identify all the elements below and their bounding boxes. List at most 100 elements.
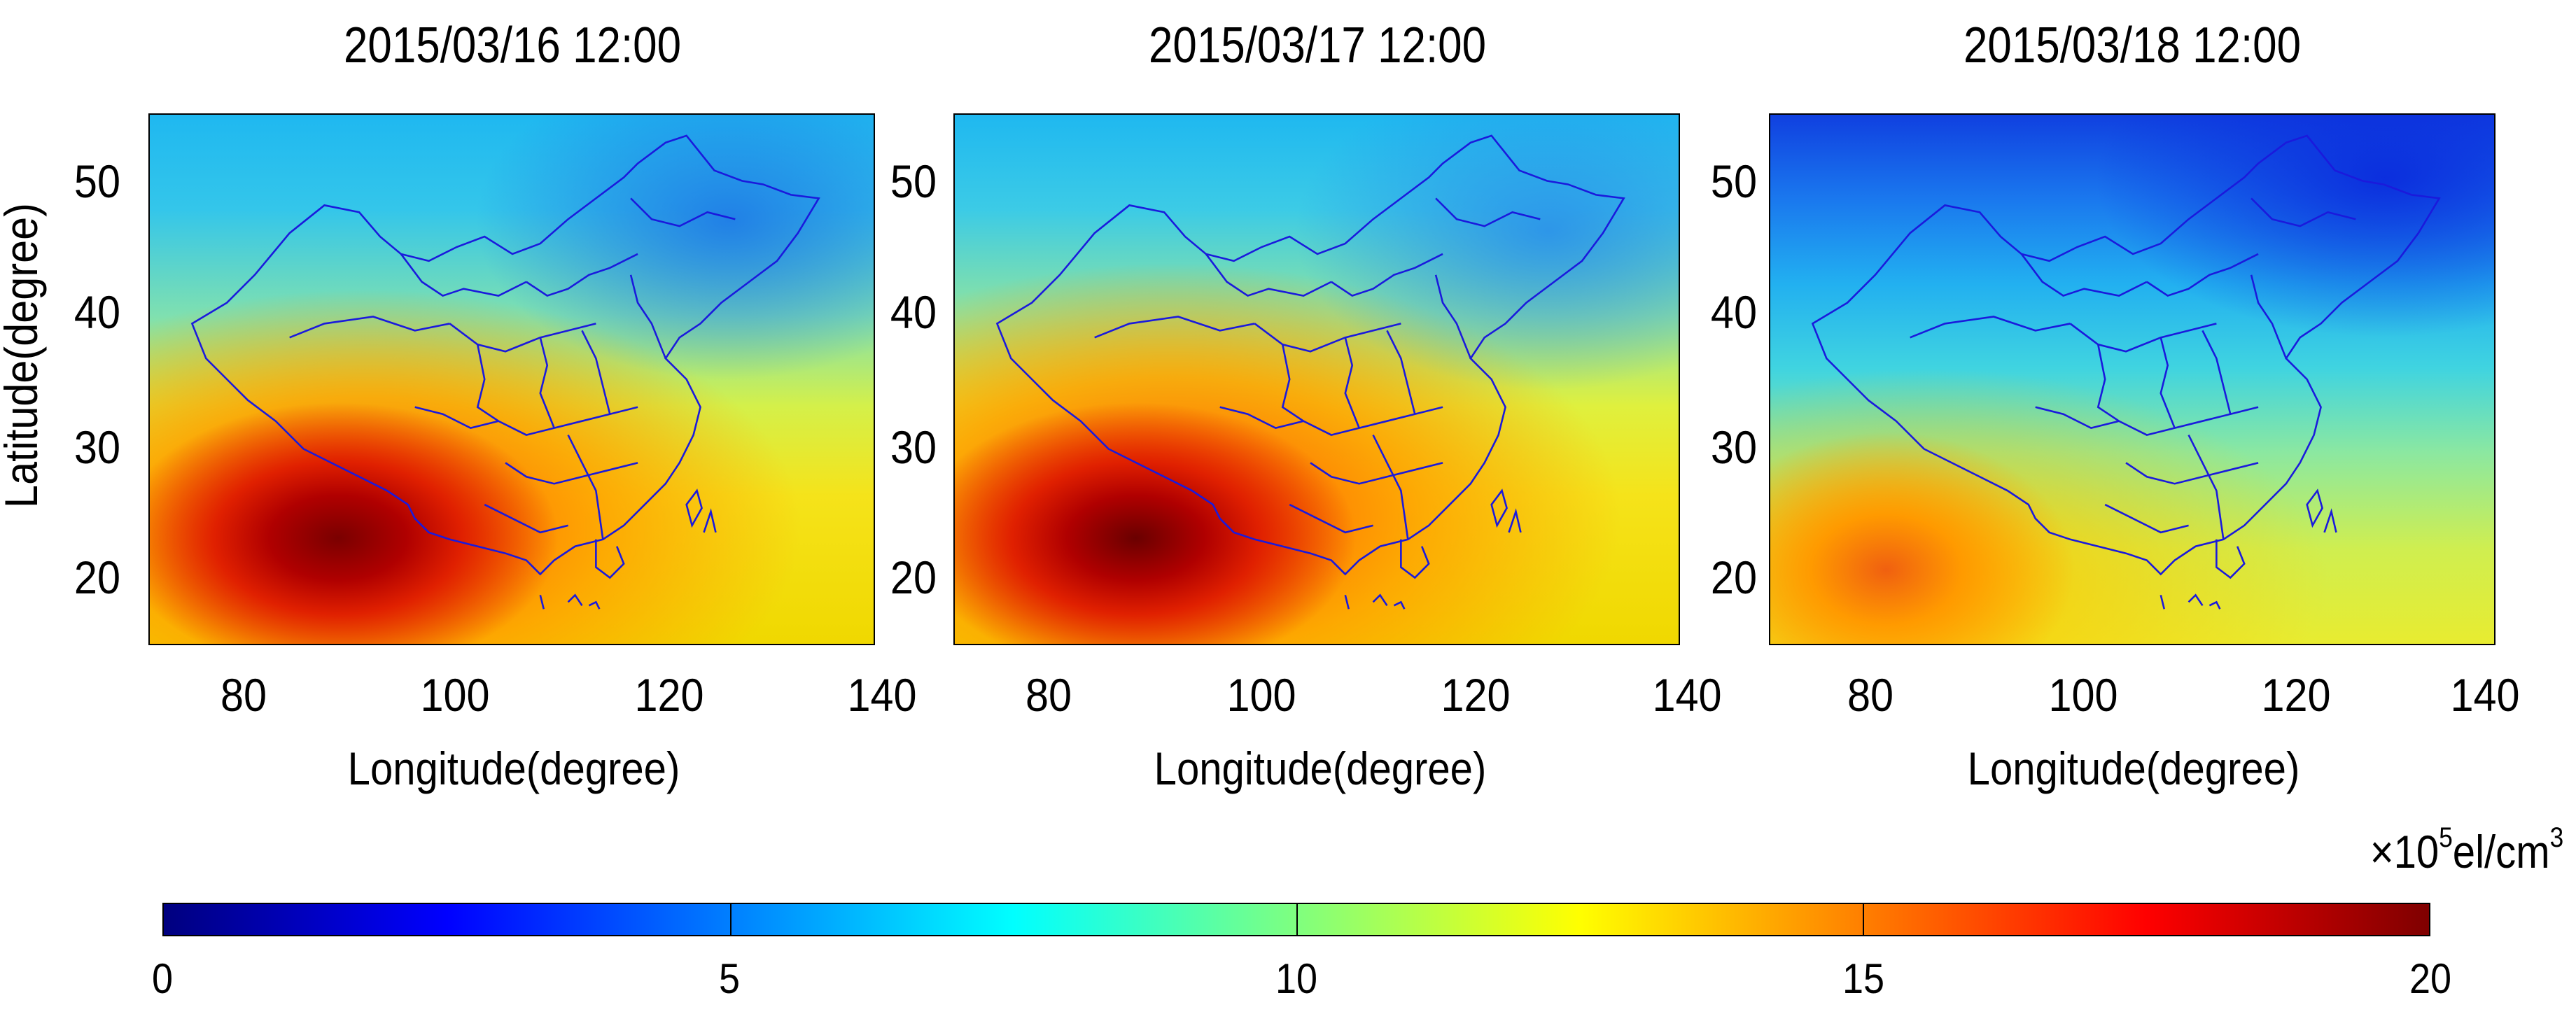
boundary-line — [1310, 462, 1443, 485]
x-tick-100: 100 — [420, 669, 490, 721]
y-tick-50: 50 — [1710, 155, 1757, 207]
tec-map-panel-1[interactable] — [148, 113, 875, 645]
boundary-line — [505, 462, 638, 485]
colorbar-tick-mark — [730, 904, 732, 935]
boundary-line — [1910, 316, 2071, 339]
boundary-line — [1811, 134, 2441, 576]
boundary-line — [2306, 488, 2323, 528]
boundary-line — [595, 539, 625, 579]
x-tick-120: 120 — [634, 669, 704, 721]
colorbar-unit-label: ×105el/cm3 — [2370, 822, 2563, 878]
boundary-line — [2323, 508, 2337, 533]
x-tick-120: 120 — [1441, 669, 1511, 721]
boundary-line — [190, 134, 820, 576]
boundary-line — [995, 134, 1625, 576]
boundary-line — [1281, 344, 1304, 422]
boundary-line — [567, 593, 583, 607]
boundary-line — [1393, 600, 1406, 610]
colorbar-label-10: 10 — [1275, 955, 1318, 1002]
y-tick-30: 30 — [1710, 421, 1757, 473]
y-tick-40: 40 — [74, 286, 120, 338]
colorbar-label-5: 5 — [718, 955, 741, 1002]
boundary-line — [449, 323, 596, 353]
boundary-line — [1508, 508, 1522, 533]
boundary-line — [1372, 435, 1409, 540]
boundary-line — [1205, 253, 1332, 297]
boundary-line — [2188, 593, 2204, 607]
y-tick-40: 40 — [890, 286, 937, 338]
panel-title-2: 2015/03/17 12:00 — [1148, 17, 1487, 73]
x-axis-label: Longitude(degree) — [1967, 742, 2300, 794]
boundary-line — [2202, 330, 2232, 415]
x-tick-140: 140 — [2450, 669, 2520, 721]
boundary-line — [2146, 253, 2259, 297]
boundary-line — [1254, 323, 1401, 353]
boundary-line — [1490, 488, 1508, 528]
boundary-line — [526, 253, 638, 297]
boundary-line — [476, 344, 499, 422]
boundary-line — [2250, 274, 2288, 359]
boundary-line — [567, 435, 604, 540]
tec-map-panel-3[interactable] — [1769, 113, 2496, 645]
boundary-line — [685, 488, 703, 528]
boundary-line — [1386, 330, 1416, 415]
boundary-line — [2216, 539, 2246, 579]
boundary-line — [2160, 337, 2176, 429]
boundary-line — [414, 406, 638, 436]
boundary-line — [289, 316, 450, 339]
boundary-line — [2096, 344, 2120, 422]
boundary-line — [2250, 197, 2356, 227]
boundary-line — [1289, 503, 1373, 534]
boundary-line — [2069, 323, 2217, 353]
boundary-line — [1344, 595, 1350, 610]
panel-title-3: 2015/03/18 12:00 — [1963, 17, 2302, 73]
boundary-line — [581, 330, 611, 415]
x-tick-100: 100 — [2048, 669, 2118, 721]
colorbar-label-15: 15 — [1842, 955, 1885, 1002]
x-tick-140: 140 — [847, 669, 917, 721]
china-boundary-outline — [1811, 134, 2441, 610]
x-tick-140: 140 — [1652, 669, 1722, 721]
boundary-line — [1434, 274, 1472, 359]
colorbar-label-20: 20 — [2409, 955, 2452, 1002]
china-boundary-outline — [190, 134, 820, 610]
boundary-line — [1344, 337, 1360, 429]
x-tick-80: 80 — [1025, 669, 1072, 721]
x-axis-label: Longitude(degree) — [347, 742, 680, 794]
china-boundary-outline — [995, 134, 1625, 610]
boundary-line — [2104, 503, 2189, 534]
y-tick-50: 50 — [74, 155, 120, 207]
x-tick-80: 80 — [220, 669, 267, 721]
boundary-line — [2188, 435, 2225, 540]
boundary-line — [2160, 595, 2166, 610]
colorbar-tick-mark — [1863, 904, 1864, 935]
boundary-line — [2020, 253, 2148, 297]
boundary-line — [1372, 593, 1388, 607]
x-tick-80: 80 — [1847, 669, 1894, 721]
x-tick-100: 100 — [1226, 669, 1296, 721]
y-tick-20: 20 — [890, 551, 937, 603]
y-tick-40: 40 — [1710, 286, 1757, 338]
y-tick-20: 20 — [74, 551, 120, 603]
boundary-line — [484, 503, 568, 534]
y-axis-label: Latitude(degree) — [0, 203, 47, 508]
boundary-line — [539, 595, 545, 610]
boundary-line — [630, 197, 736, 227]
y-tick-20: 20 — [1710, 551, 1757, 603]
boundary-line — [629, 274, 667, 359]
boundary-line — [2208, 600, 2221, 610]
x-tick-120: 120 — [2261, 669, 2331, 721]
y-tick-50: 50 — [890, 155, 937, 207]
boundary-line — [703, 508, 717, 533]
boundary-line — [2035, 406, 2259, 436]
x-axis-label: Longitude(degree) — [1154, 742, 1487, 794]
boundary-line — [400, 253, 527, 297]
colorbar-tick-mark — [1296, 904, 1298, 935]
boundary-line — [539, 337, 555, 429]
boundary-line — [1400, 539, 1430, 579]
panel-title-1: 2015/03/16 12:00 — [343, 17, 682, 73]
boundary-line — [1435, 197, 1541, 227]
boundary-line — [588, 600, 601, 610]
tec-map-panel-2[interactable] — [953, 113, 1680, 645]
boundary-line — [1094, 316, 1255, 339]
